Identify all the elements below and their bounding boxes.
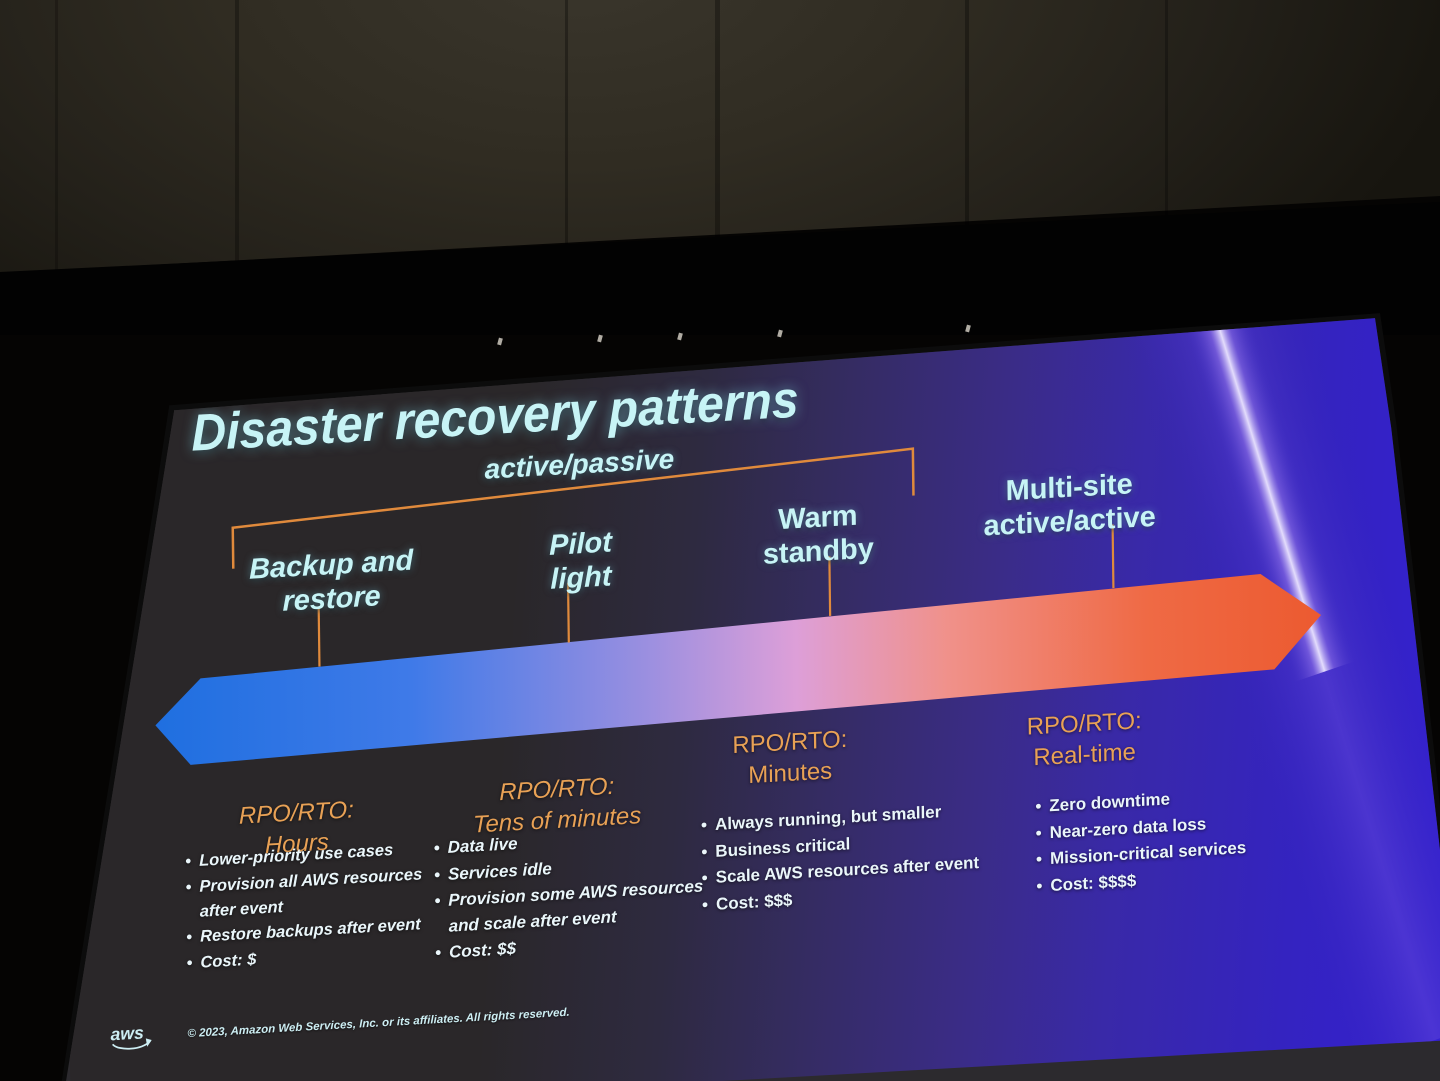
- svg-text:aws: aws: [110, 1023, 144, 1045]
